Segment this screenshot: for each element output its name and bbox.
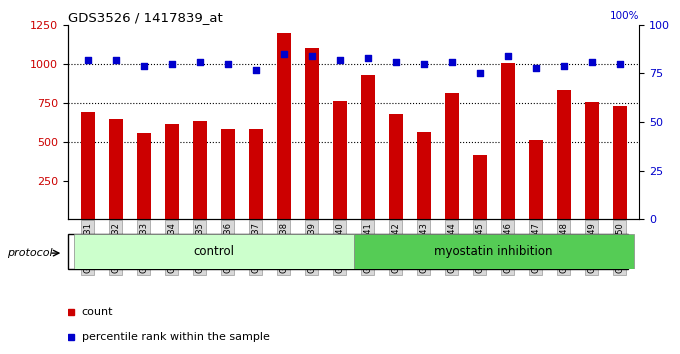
Bar xyxy=(417,132,430,219)
Text: 100%: 100% xyxy=(610,11,639,21)
Bar xyxy=(557,90,571,219)
Point xyxy=(614,61,625,67)
Bar xyxy=(220,129,235,219)
Bar xyxy=(388,114,403,219)
Point xyxy=(194,59,205,64)
Bar xyxy=(333,101,347,219)
Point xyxy=(110,57,121,63)
Bar xyxy=(528,140,543,219)
Point xyxy=(82,57,93,63)
Bar xyxy=(500,63,515,219)
Point xyxy=(334,57,345,63)
Bar xyxy=(109,119,122,219)
Point xyxy=(474,70,485,76)
Point xyxy=(306,53,317,59)
Point xyxy=(558,63,569,68)
Bar xyxy=(81,112,95,219)
Bar xyxy=(585,102,598,219)
Bar xyxy=(360,75,375,219)
Text: count: count xyxy=(82,307,113,317)
Bar xyxy=(73,234,354,269)
Bar xyxy=(249,129,262,219)
Point xyxy=(166,61,177,67)
Text: GDS3526 / 1417839_at: GDS3526 / 1417839_at xyxy=(68,11,223,24)
Text: control: control xyxy=(193,245,234,258)
Point xyxy=(530,65,541,70)
Point xyxy=(502,53,513,59)
Point xyxy=(446,59,457,64)
Point xyxy=(222,61,233,67)
Bar xyxy=(277,33,290,219)
Point xyxy=(278,51,289,57)
Bar xyxy=(354,234,634,269)
Bar xyxy=(137,133,150,219)
Point xyxy=(250,67,261,72)
Bar xyxy=(305,48,319,219)
Text: myostatin inhibition: myostatin inhibition xyxy=(435,245,553,258)
Text: protocol: protocol xyxy=(7,248,52,258)
Point xyxy=(138,63,149,68)
Point xyxy=(418,61,429,67)
Point xyxy=(362,55,373,61)
Bar xyxy=(613,106,626,219)
Bar xyxy=(192,121,207,219)
Point xyxy=(586,59,597,64)
Bar xyxy=(445,93,458,219)
Point xyxy=(390,59,401,64)
Bar xyxy=(165,124,179,219)
Bar xyxy=(473,155,487,219)
Text: percentile rank within the sample: percentile rank within the sample xyxy=(82,332,269,342)
